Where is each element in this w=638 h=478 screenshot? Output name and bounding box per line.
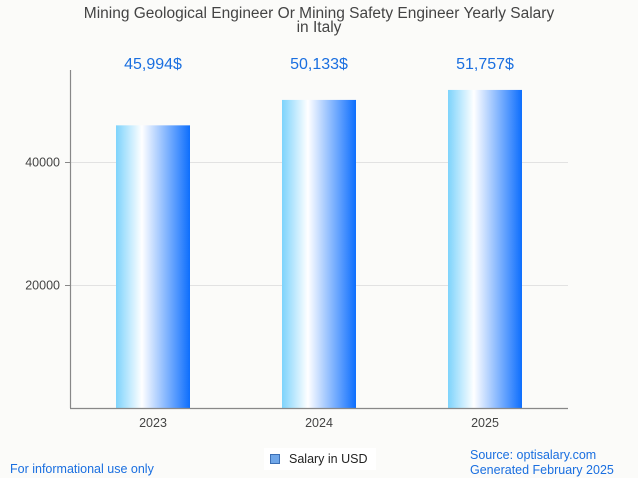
bar-2025 [448,89,522,408]
value-label: 45,994$ [124,56,182,73]
source-link[interactable]: Source: optisalary.com [470,448,597,462]
source-info: Source: optisalary.com Generated Februar… [470,448,614,478]
y-tick-label: 20000 [25,279,60,293]
disclaimer-text: For informational use only [10,462,154,476]
x-tick-label: 2024 [305,416,333,430]
generated-date: Generated February 2025 [470,463,614,477]
chart-title-line-1: Mining Geological Engineer Or Mining Saf… [84,5,555,22]
bar-2024 [282,99,356,409]
legend: Salary in USD [264,448,376,470]
axes: 20000 40000 2023 2024 2025 [25,70,568,430]
legend-label: Salary in USD [289,452,368,466]
x-tick-label: 2025 [471,416,499,430]
value-labels: 45,994$ 50,133$ 51,757$ [124,56,514,73]
chart-title-line-2: in Italy [297,19,342,36]
bar-2023 [116,125,190,409]
legend-swatch-icon [270,454,280,464]
x-tick-label: 2023 [139,416,167,430]
value-label: 50,133$ [290,56,348,73]
bars [116,89,522,409]
y-tick-label: 40000 [25,156,60,170]
value-label: 51,757$ [456,56,514,73]
